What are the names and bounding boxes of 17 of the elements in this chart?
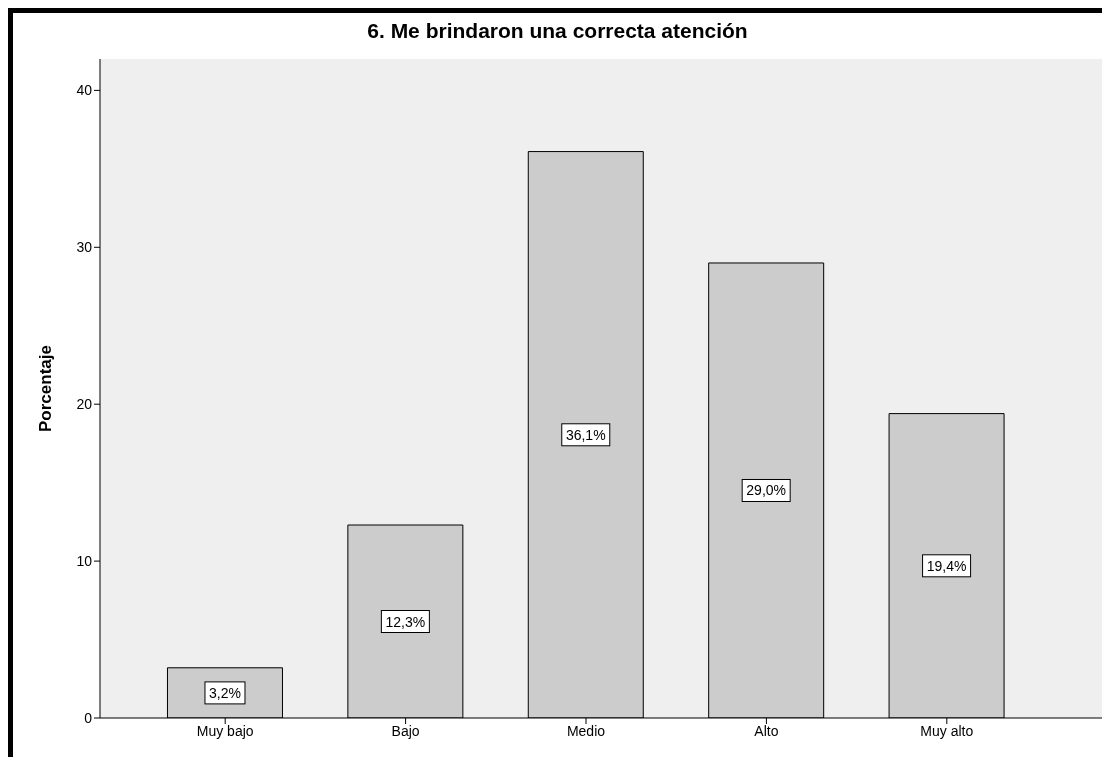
y-tick-label: 20 [76,396,93,413]
data-label: 19,4% [926,557,967,574]
y-tick-label: 0 [84,709,93,726]
y-tick-label: 40 [76,82,93,99]
x-tick-label: Muy alto [920,722,974,739]
data-label: 12,3% [385,613,426,630]
x-tick-label: Bajo [391,722,420,739]
x-tick-label: Alto [754,722,779,739]
data-label: 3,2% [209,684,241,701]
data-label: 36,1% [565,426,606,443]
y-tick-label: 30 [76,239,93,256]
y-axis-title: Porcentaje [36,345,56,432]
data-label: 29,0% [746,482,787,499]
x-tick-label: Muy bajo [196,722,254,739]
y-tick-label: 10 [76,553,93,570]
chart-title: 6. Me brindaron una correcta atención [366,19,749,43]
x-tick-label: Medio [566,722,606,739]
